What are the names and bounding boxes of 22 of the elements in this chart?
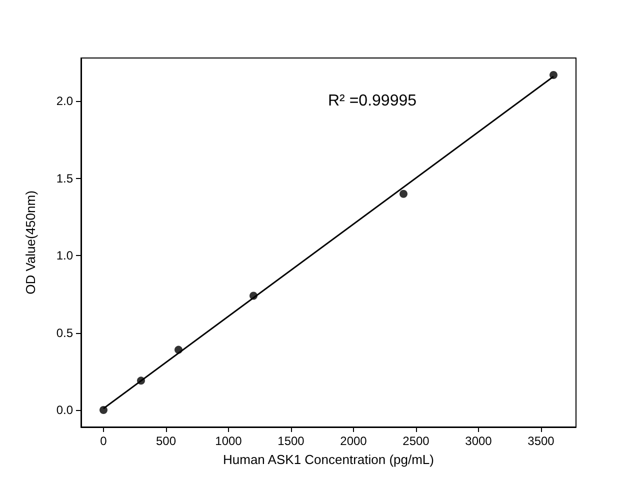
y-tick-label: 1.0 xyxy=(56,248,74,263)
point xyxy=(550,70,558,79)
x-tick-label: 0 xyxy=(100,434,108,448)
x-tick-label: 500 xyxy=(156,434,176,448)
y-tick-label: 1.5 xyxy=(56,171,74,186)
point xyxy=(100,406,108,414)
y-tick-label: 0.5 xyxy=(56,326,74,340)
y-tick-label: 2.0 xyxy=(56,94,74,108)
point xyxy=(137,376,145,385)
x-tick-label: 2000 xyxy=(340,434,368,448)
y-tick-label: 0.0 xyxy=(56,403,74,418)
point xyxy=(174,346,182,354)
x-axis-title: Human ASK1 Concentration (pg/mL) xyxy=(223,452,434,467)
x-tick-label: 1500 xyxy=(278,434,305,448)
x-tick-label: 2500 xyxy=(402,434,430,448)
x-tick-label: 1000 xyxy=(215,434,242,448)
annotation: R² =0.99995 xyxy=(328,92,417,110)
x-tick-label: 3500 xyxy=(528,434,555,448)
x-tick-label: 3000 xyxy=(465,434,492,448)
point xyxy=(400,190,408,198)
point xyxy=(250,292,258,300)
y-axis-title: OD Value(450nm) xyxy=(23,190,38,294)
